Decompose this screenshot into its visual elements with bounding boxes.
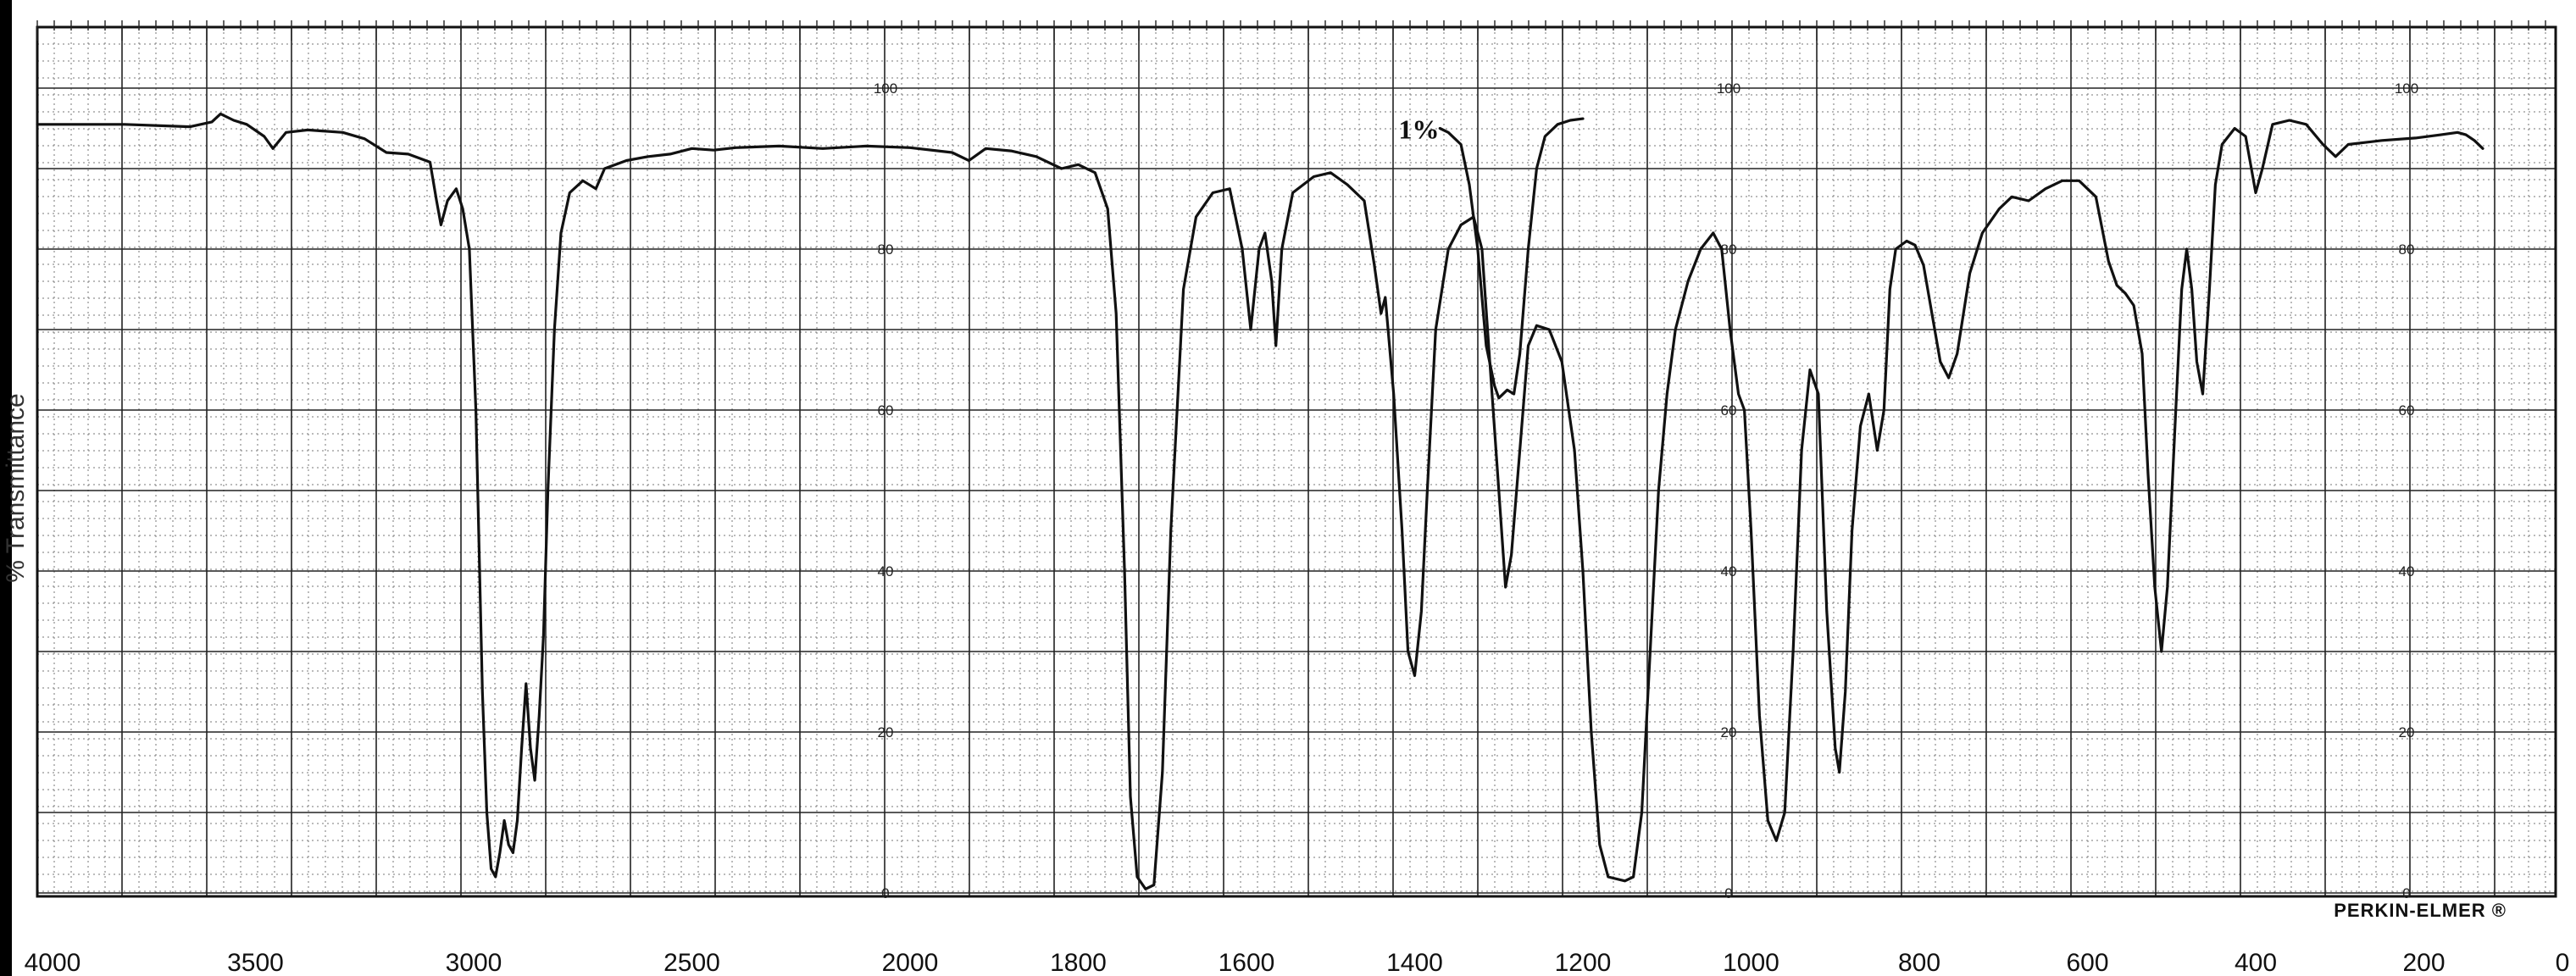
- inner-y-label: 40: [2399, 563, 2415, 580]
- perkin-elmer-brand: PERKIN-ELMER ®: [2334, 900, 2507, 921]
- inner-y-label: 20: [2399, 724, 2415, 740]
- inner-y-label: 0: [881, 885, 889, 901]
- x-tick-label: 1000: [1723, 949, 1779, 976]
- x-tick-label: 0: [2556, 949, 2570, 976]
- x-tick-label: 1600: [1219, 949, 1275, 976]
- inner-y-label: 60: [2399, 402, 2415, 419]
- x-tick-label: 800: [1898, 949, 1940, 976]
- x-axis-tick-labels: 4000 3500 3000 2500 2000 1800 1600 1400 1200 1000…: [25, 949, 2570, 976]
- inner-y-label: 100: [874, 80, 897, 97]
- x-tick-label: 600: [2066, 949, 2108, 976]
- inner-y-label: 20: [1721, 724, 1737, 740]
- inner-y-label: 0: [1724, 885, 1732, 901]
- inner-y-label: 80: [1721, 241, 1737, 258]
- inner-y-label: 40: [878, 563, 894, 580]
- inner-y-label: 100: [2395, 80, 2418, 97]
- x-tick-label: 3000: [446, 949, 502, 976]
- x-tick-label: 2500: [663, 949, 720, 976]
- inner-y-label: 100: [1717, 80, 1740, 97]
- spectrum-curves: [36, 112, 2484, 890]
- x-tick-label: 200: [2402, 949, 2445, 976]
- plot-frame: [36, 25, 2557, 898]
- y-axis-label: % Transmittance: [2, 393, 30, 582]
- x-tick-label: 1800: [1050, 949, 1107, 976]
- inner-y-labels: 100 100 100 80 80 80 60 60 60 40 40 40 20 20 20 0 0 0: [874, 80, 2418, 901]
- inner-y-label: 60: [1721, 402, 1737, 419]
- brand-background: [2301, 898, 2512, 923]
- spectrum-series-2: [1438, 117, 1585, 400]
- inner-y-label: 0: [2402, 885, 2410, 901]
- left-edge-bar: [0, 0, 12, 976]
- inner-y-label: 40: [1721, 563, 1737, 580]
- x-tick-label: 3500: [227, 949, 284, 976]
- inner-y-label: 80: [878, 241, 894, 258]
- major-grid: [36, 27, 2556, 896]
- x-tick-label: 1200: [1555, 949, 1612, 976]
- inner-y-label: 20: [878, 724, 894, 740]
- x-tick-label: 400: [2235, 949, 2277, 976]
- inner-y-label: 80: [2399, 241, 2415, 258]
- x-tick-label: 2000: [882, 949, 939, 976]
- annotation-1-percent: 1%: [1398, 114, 1439, 145]
- x-tick-label: 1400: [1386, 949, 1443, 976]
- inner-y-label: 60: [878, 402, 894, 419]
- x-tick-label: 4000: [25, 949, 81, 976]
